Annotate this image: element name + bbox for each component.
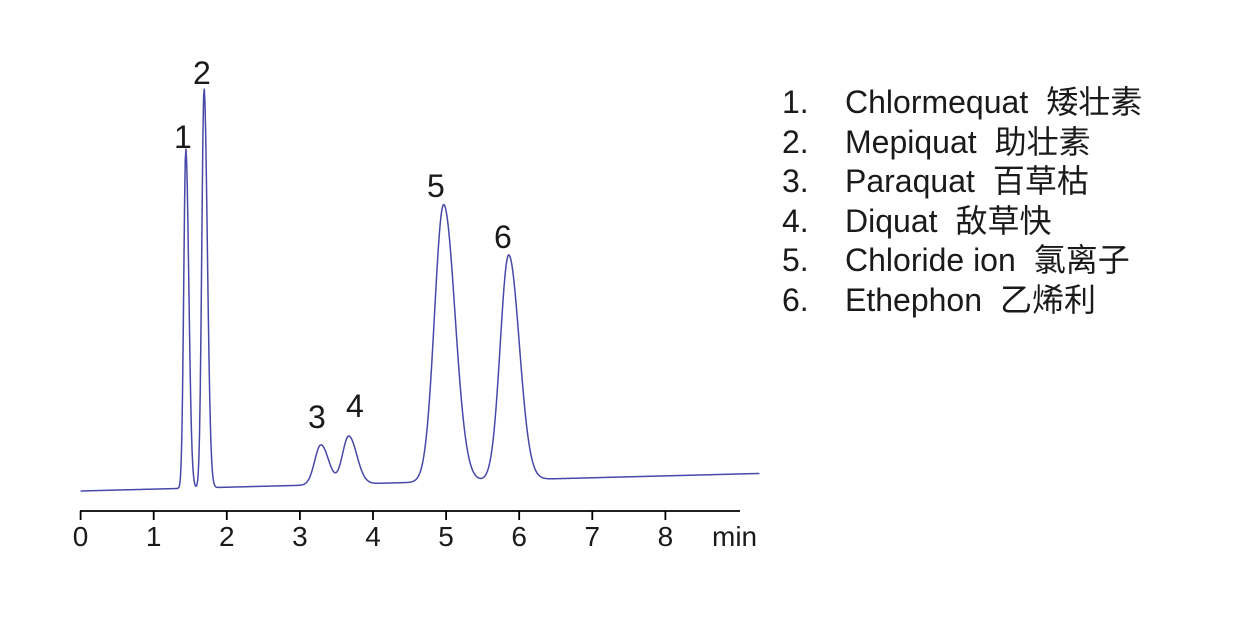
svg-text:0: 0 — [73, 521, 89, 552]
svg-text:1: 1 — [146, 521, 162, 552]
svg-text:5: 5 — [438, 521, 454, 552]
svg-text:4: 4 — [365, 521, 381, 552]
svg-text:3: 3 — [292, 521, 308, 552]
svg-text:8: 8 — [658, 521, 674, 552]
svg-text:5: 5 — [427, 168, 445, 204]
svg-text:7: 7 — [585, 521, 601, 552]
svg-text:2: 2 — [219, 521, 235, 552]
svg-text:3: 3 — [308, 399, 326, 435]
svg-text:2: 2 — [193, 55, 211, 91]
svg-text:1: 1 — [174, 119, 192, 155]
svg-text:4: 4 — [346, 388, 364, 424]
svg-text:min: min — [712, 521, 757, 552]
svg-text:6: 6 — [494, 219, 512, 255]
svg-text:6: 6 — [511, 521, 527, 552]
